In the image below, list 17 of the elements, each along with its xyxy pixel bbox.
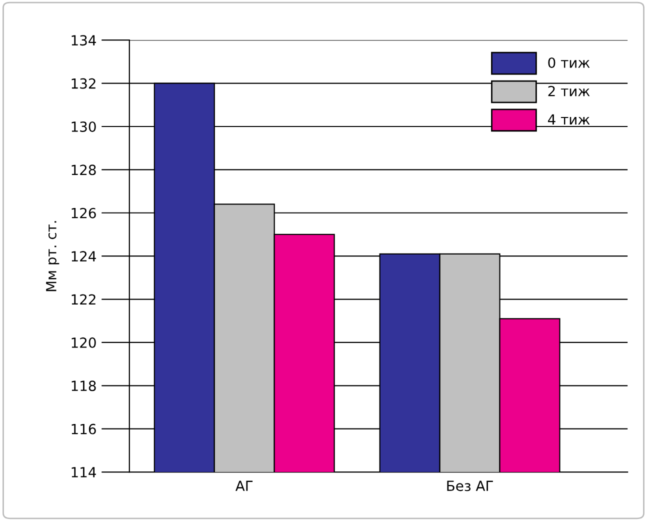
y-tick-label: 120 bbox=[72, 337, 96, 348]
y-tick-label: 118 bbox=[72, 380, 96, 392]
y-axis-title: Мм рт. ст. bbox=[46, 221, 60, 292]
y-tick-label: 124 bbox=[72, 251, 96, 262]
legend-label: 2 тиж bbox=[548, 86, 590, 96]
x-tick-label: АГ bbox=[235, 480, 253, 491]
y-tick-label: 132 bbox=[72, 78, 96, 89]
y-tick-label: 128 bbox=[72, 164, 96, 176]
y-tick-label: 134 bbox=[72, 35, 96, 46]
y-tick-label: 130 bbox=[72, 121, 96, 132]
legend-label: 0 тиж bbox=[548, 57, 590, 68]
y-tick-label: 122 bbox=[72, 294, 96, 305]
y-tick-label: 114 bbox=[72, 467, 96, 478]
legend-label: 4 тиж bbox=[548, 114, 590, 125]
y-tick-label: 126 bbox=[72, 208, 96, 218]
y-tick-label: 116 bbox=[72, 424, 96, 434]
x-tick-label: Без АГ bbox=[447, 480, 493, 492]
